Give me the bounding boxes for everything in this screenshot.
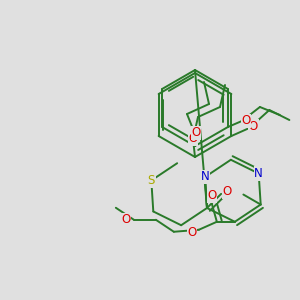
Text: O: O [187, 226, 196, 239]
Text: N: N [201, 170, 209, 184]
Text: O: O [121, 213, 130, 226]
Text: O: O [207, 189, 217, 202]
Text: N: N [254, 167, 263, 180]
Text: O: O [249, 119, 258, 133]
Text: O: O [188, 133, 198, 146]
Text: O: O [241, 115, 250, 128]
Text: O: O [191, 127, 201, 140]
Text: S: S [148, 174, 155, 187]
Text: O: O [223, 185, 232, 198]
